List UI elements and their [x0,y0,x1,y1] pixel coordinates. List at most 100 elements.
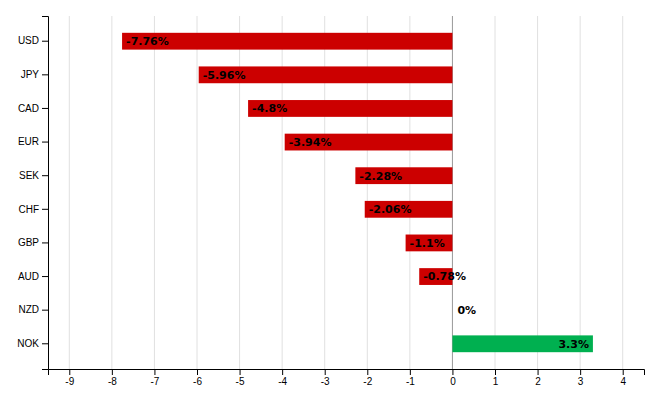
x-tick-mark [197,369,198,375]
y-tick: GBP [18,237,48,248]
x-tick: -1 [406,369,415,387]
x-tick-label: 4 [620,376,626,387]
x-tick: 0 [450,369,456,387]
x-tick-label: -3 [321,376,330,387]
x-tick-label: -9 [65,376,74,387]
y-tick: NZD [18,304,48,315]
x-tick-mark [325,369,326,375]
x-tick-mark [538,369,539,375]
x-tick-mark [69,369,70,375]
x-tick-mark [623,369,624,375]
x-tick-label: -7 [150,376,159,387]
x-tick-label: -6 [193,376,202,387]
y-tick-mark [42,209,48,210]
y-tick-label: CHF [18,204,39,215]
x-tick-mark [410,369,411,375]
data-label: -1.1% [410,237,445,250]
x-tick-label: -5 [236,376,245,387]
y-tick: NOK [17,338,48,349]
y-tick-mark [42,276,48,277]
data-label: -2.28% [359,170,402,183]
x-tick: -2 [363,369,372,387]
grid-line [111,16,112,369]
bar [452,302,453,319]
y-tick-mark [42,108,48,109]
grid-line [580,16,581,369]
x-tick-label: -4 [278,376,287,387]
x-tick-label: -8 [108,376,117,387]
x-tick: -6 [193,369,202,387]
bar [199,66,453,83]
y-axis: NOK NZD AUD GBP CHF SEK EUR CAD JPY USD [17,17,48,370]
y-tick-label: GBP [18,237,39,248]
y-tick-label: NOK [17,338,39,349]
bar [452,335,592,352]
grid-line [495,16,496,369]
grid [69,16,622,369]
y-tick-label: CAD [18,103,39,114]
x-tick-label: 1 [493,376,499,387]
bar [285,134,453,151]
x-tick: -4 [278,369,287,387]
x-tick: 4 [620,369,626,387]
x-axis-line [49,370,645,376]
y-tick-label: USD [18,35,39,46]
y-tick-label: AUD [18,271,39,282]
data-label: -5.96% [203,69,246,82]
y-tick-mark [42,242,48,243]
x-tick-mark [580,369,581,375]
y-tick-label: NZD [18,304,39,315]
y-tick-mark [42,142,48,143]
grid-line [154,16,155,369]
y-tick-mark [42,175,48,176]
y-tick-mark [42,310,48,311]
x-tick-label: -2 [363,376,372,387]
data-label: 3.3% [558,338,589,351]
data-label: -0.78% [423,270,466,283]
grid-line [622,16,623,369]
y-axis-line [42,17,49,370]
data-label: -3.94% [289,136,332,149]
y-tick: SEK [19,170,48,181]
y-tick-mark [42,41,48,42]
x-tick-mark [282,369,283,375]
bar [248,100,452,117]
grid-line [69,16,70,369]
data-label: -4.8% [252,102,287,115]
data-label: -7.76% [126,35,169,48]
y-tick: EUR [18,136,48,147]
bar [365,201,453,218]
y-tick: JPY [21,69,48,80]
x-tick-mark [240,369,241,375]
grid-line [197,16,198,369]
y-tick-label: JPY [21,69,40,80]
x-tick-label: 2 [535,376,541,387]
x-tick: 3 [578,369,584,387]
x-tick: -5 [236,369,245,387]
x-tick: -3 [321,369,330,387]
bars [122,33,593,352]
chart: -9 -8 -7 -6 -5 -4 -3 -2 -1 0 1 2 3 4 NOK NZD AUD GBP CHF SE… [0,0,668,399]
x-tick-mark [495,369,496,375]
x-tick: -8 [108,369,117,387]
data-label: 0% [457,304,476,317]
y-tick: AUD [18,271,48,282]
grid-line [537,16,538,369]
x-axis: -9 -8 -7 -6 -5 -4 -3 -2 -1 0 1 2 3 4 [49,369,645,387]
y-tick: CAD [18,103,48,114]
x-tick-label: 0 [450,376,456,387]
y-tick-label: EUR [18,136,39,147]
x-tick: 1 [493,369,499,387]
x-tick-mark [112,369,113,375]
data-label: -2.06% [369,203,412,216]
y-tick-mark [42,74,48,75]
y-tick-mark [42,343,48,344]
x-tick-label: -1 [406,376,415,387]
bar [122,33,452,50]
bar [355,167,452,184]
data-labels: 3.3% 0% -0.78% -1.1% -2.06% -2.28% -3.94% -4.8%… [126,35,589,351]
y-tick: USD [18,35,48,46]
y-tick: CHF [18,204,48,215]
x-tick-mark [154,369,155,375]
plot: -9 -8 -7 -6 -5 -4 -3 -2 -1 0 1 2 3 4 NOK NZD AUD GBP CHF SE… [17,16,644,387]
